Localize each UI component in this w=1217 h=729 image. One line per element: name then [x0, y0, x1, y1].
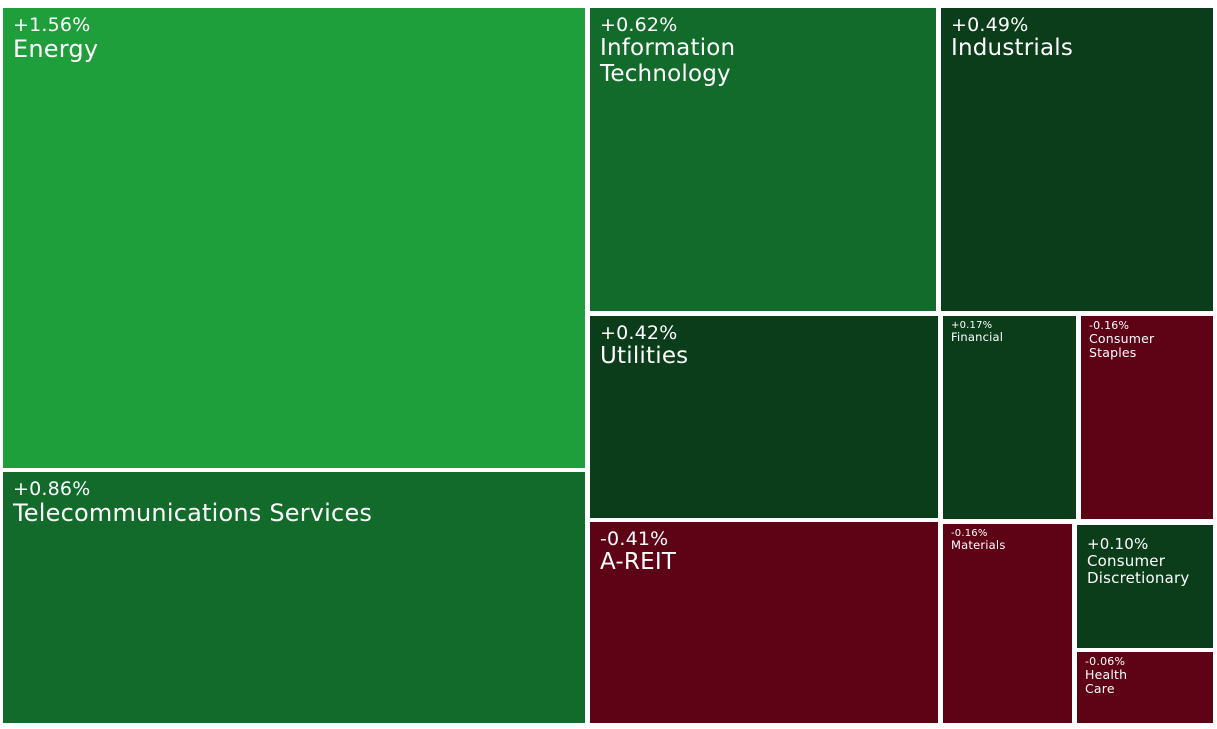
tile-sector-label: Telecommunications Services: [13, 499, 373, 528]
tile-financial[interactable]: +0.17% Financial: [943, 316, 1076, 519]
tile-consumer-staples[interactable]: -0.16% Consumer Staples: [1081, 316, 1213, 519]
tile-change-label: +0.86%: [13, 478, 91, 500]
tile-sector-label: Consumer Staples: [1089, 331, 1155, 361]
tile-change-label: -0.16%: [951, 528, 988, 539]
tile-change-label: +0.10%: [1087, 535, 1149, 553]
tile-sector-label: Consumer Discretionary: [1087, 551, 1190, 587]
tile-change-label: -0.16%: [1089, 319, 1130, 332]
tile-sector-label: Financial: [951, 330, 1004, 345]
tile-materials[interactable]: -0.16% Materials: [943, 524, 1072, 723]
tile-change-label: -0.41%: [600, 528, 669, 550]
tile-sector-label: Information Technology: [600, 35, 736, 88]
tile-sector-label: A-REIT: [600, 549, 677, 576]
tile-energy[interactable]: +1.56% Energy: [3, 8, 585, 468]
tile-a-reit[interactable]: -0.41% A-REIT: [590, 522, 938, 723]
tile-change-label: +0.17%: [951, 320, 993, 331]
tile-consumer-discretionary[interactable]: +0.10% Consumer Discretionary: [1077, 525, 1213, 648]
tile-change-label: +0.49%: [951, 14, 1029, 36]
tile-sector-label: Materials: [951, 538, 1006, 553]
tile-health-care[interactable]: -0.06% Health Care: [1077, 652, 1213, 723]
tile-sector-label: Energy: [13, 35, 99, 64]
tile-change-label: +0.42%: [600, 322, 678, 344]
tile-sector-label: Utilities: [600, 343, 689, 370]
tile-telecommunications-services[interactable]: +0.86% Telecommunications Services: [3, 472, 585, 723]
tile-sector-label: Health Care: [1085, 667, 1128, 697]
tile-change-label: +0.62%: [600, 14, 678, 36]
tile-utilities[interactable]: +0.42% Utilities: [590, 316, 938, 518]
tile-change-label: +1.56%: [13, 14, 91, 36]
tile-information-technology[interactable]: +0.62% Information Technology: [590, 8, 936, 311]
tile-industrials[interactable]: +0.49% Industrials: [941, 8, 1213, 311]
tile-change-label: -0.06%: [1085, 655, 1126, 668]
tile-sector-label: Industrials: [951, 35, 1074, 62]
